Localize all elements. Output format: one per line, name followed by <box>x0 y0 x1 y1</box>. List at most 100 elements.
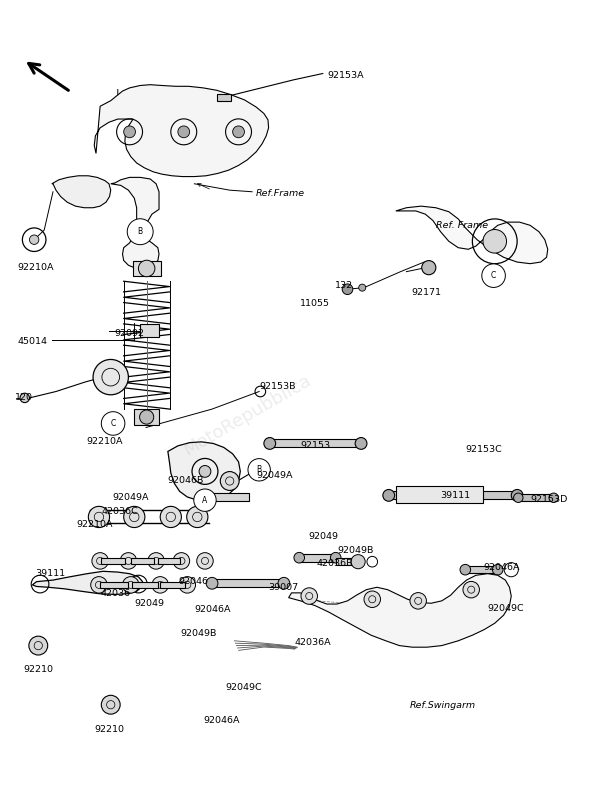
Bar <box>100 582 128 588</box>
Text: 11055: 11055 <box>300 299 330 308</box>
Text: 92049: 92049 <box>309 532 339 542</box>
Circle shape <box>101 411 125 435</box>
Bar <box>396 486 483 503</box>
Text: 45014: 45014 <box>18 337 48 347</box>
Bar <box>465 566 498 573</box>
Circle shape <box>160 507 181 527</box>
Circle shape <box>492 564 503 575</box>
Circle shape <box>124 507 145 527</box>
Text: Ref.Frame: Ref.Frame <box>256 189 305 198</box>
Circle shape <box>92 553 108 569</box>
Circle shape <box>101 695 120 714</box>
Circle shape <box>278 578 290 589</box>
Polygon shape <box>168 442 240 501</box>
Bar <box>270 439 361 447</box>
Circle shape <box>140 410 154 424</box>
Text: 92049C: 92049C <box>488 604 524 614</box>
Circle shape <box>178 126 190 137</box>
Text: 92049A: 92049A <box>256 471 293 480</box>
Circle shape <box>91 577 107 593</box>
Polygon shape <box>289 574 511 647</box>
Circle shape <box>138 260 155 276</box>
Text: 92046A: 92046A <box>483 562 519 572</box>
Text: B: B <box>257 465 262 475</box>
Circle shape <box>194 489 216 511</box>
Circle shape <box>93 360 128 395</box>
Text: 92210: 92210 <box>94 725 124 734</box>
Text: 92153D: 92153D <box>530 495 567 504</box>
Text: 92049B: 92049B <box>181 629 217 638</box>
Circle shape <box>351 555 365 569</box>
Circle shape <box>294 552 305 563</box>
Circle shape <box>148 553 164 569</box>
Circle shape <box>179 577 196 593</box>
Text: C: C <box>111 419 115 428</box>
Polygon shape <box>396 206 548 264</box>
Bar <box>299 554 336 562</box>
Text: 39111: 39111 <box>35 569 65 578</box>
Circle shape <box>514 493 523 503</box>
Circle shape <box>20 393 29 403</box>
Circle shape <box>197 553 213 569</box>
Text: 42036B: 42036B <box>316 559 353 568</box>
Circle shape <box>511 490 523 501</box>
Bar <box>134 409 159 425</box>
Text: 42036C: 42036C <box>101 507 138 516</box>
Text: MotoRepubblica: MotoRepubblica <box>180 372 315 459</box>
Circle shape <box>422 260 436 275</box>
Text: 39007: 39007 <box>268 582 298 592</box>
Bar <box>140 324 159 337</box>
Bar <box>101 558 125 564</box>
Bar <box>158 558 180 564</box>
Circle shape <box>233 126 244 137</box>
Circle shape <box>220 471 239 491</box>
Text: 92049: 92049 <box>134 598 164 608</box>
Circle shape <box>463 582 479 598</box>
Text: 92210A: 92210A <box>18 263 54 272</box>
Circle shape <box>410 593 426 609</box>
Bar <box>211 493 249 501</box>
Circle shape <box>123 577 139 593</box>
Text: 92210: 92210 <box>24 665 54 674</box>
Circle shape <box>124 126 135 137</box>
Bar <box>389 491 517 499</box>
Text: 92046B: 92046B <box>168 476 204 486</box>
Polygon shape <box>111 177 159 268</box>
Circle shape <box>187 507 208 527</box>
Text: 39111: 39111 <box>441 491 471 500</box>
Circle shape <box>482 264 505 288</box>
Bar <box>336 558 358 565</box>
Text: 92049B: 92049B <box>337 546 373 555</box>
Circle shape <box>359 284 366 291</box>
Text: C: C <box>491 271 496 280</box>
Circle shape <box>173 553 190 569</box>
Circle shape <box>355 438 367 449</box>
Circle shape <box>199 466 211 477</box>
Text: A: A <box>203 495 207 505</box>
Bar <box>160 582 185 588</box>
Text: 92046: 92046 <box>178 577 208 586</box>
Text: Ref.Swingarm: Ref.Swingarm <box>409 701 475 710</box>
Text: B: B <box>138 227 143 237</box>
Text: 120: 120 <box>15 393 33 403</box>
Text: 92171: 92171 <box>411 288 441 297</box>
Text: 92092: 92092 <box>115 329 145 339</box>
Circle shape <box>549 493 558 503</box>
Circle shape <box>248 459 270 481</box>
Text: 92210A: 92210A <box>77 520 113 530</box>
Text: 92153A: 92153A <box>327 70 363 80</box>
Text: 92153B: 92153B <box>259 382 296 392</box>
Circle shape <box>383 490 395 501</box>
Bar <box>212 579 284 587</box>
Circle shape <box>29 636 48 655</box>
Circle shape <box>460 564 471 575</box>
Text: 92049C: 92049C <box>226 682 262 692</box>
Bar <box>133 261 161 276</box>
Bar <box>132 582 158 588</box>
Circle shape <box>127 219 153 244</box>
Circle shape <box>152 577 168 593</box>
Text: 92153C: 92153C <box>465 445 502 455</box>
Text: 132: 132 <box>335 280 353 290</box>
Circle shape <box>483 229 507 253</box>
Text: 42036: 42036 <box>100 589 130 598</box>
